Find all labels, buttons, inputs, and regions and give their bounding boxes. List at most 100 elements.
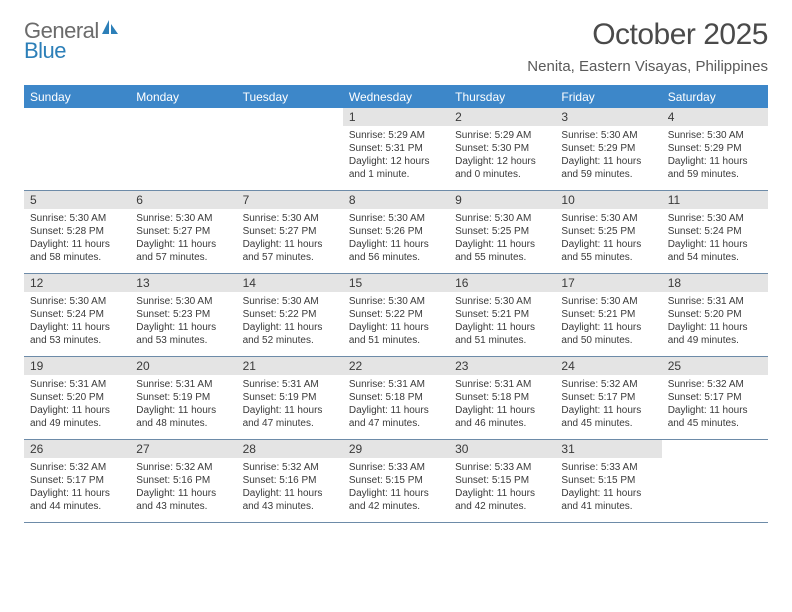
- day-details: Sunrise: 5:30 AMSunset: 5:29 PMDaylight:…: [555, 126, 661, 185]
- calendar-day-cell: 21Sunrise: 5:31 AMSunset: 5:19 PMDayligh…: [237, 357, 343, 439]
- sunrise-text: Sunrise: 5:32 AM: [243, 461, 337, 474]
- calendar-week-row: 5Sunrise: 5:30 AMSunset: 5:28 PMDaylight…: [24, 191, 768, 274]
- day-number: 31: [555, 440, 661, 458]
- sunset-text: Sunset: 5:17 PM: [30, 474, 124, 487]
- day-number: 16: [449, 274, 555, 292]
- sunrise-text: Sunrise: 5:30 AM: [136, 212, 230, 225]
- calendar-day-cell: 18Sunrise: 5:31 AMSunset: 5:20 PMDayligh…: [662, 274, 768, 356]
- day-details: [24, 126, 130, 133]
- calendar-day-cell: 2Sunrise: 5:29 AMSunset: 5:30 PMDaylight…: [449, 108, 555, 190]
- sunrise-text: Sunrise: 5:31 AM: [349, 378, 443, 391]
- daylight-text: Daylight: 11 hours and 48 minutes.: [136, 404, 230, 430]
- sunset-text: Sunset: 5:26 PM: [349, 225, 443, 238]
- sunset-text: Sunset: 5:19 PM: [136, 391, 230, 404]
- calendar-header-row: SundayMondayTuesdayWednesdayThursdayFrid…: [24, 85, 768, 108]
- day-details: Sunrise: 5:31 AMSunset: 5:19 PMDaylight:…: [237, 375, 343, 434]
- day-number: [237, 108, 343, 126]
- calendar-day-cell: 19Sunrise: 5:31 AMSunset: 5:20 PMDayligh…: [24, 357, 130, 439]
- sunset-text: Sunset: 5:23 PM: [136, 308, 230, 321]
- day-number: 27: [130, 440, 236, 458]
- sunrise-text: Sunrise: 5:30 AM: [136, 295, 230, 308]
- daylight-text: Daylight: 11 hours and 52 minutes.: [243, 321, 337, 347]
- calendar-day-cell: 15Sunrise: 5:30 AMSunset: 5:22 PMDayligh…: [343, 274, 449, 356]
- day-number: 30: [449, 440, 555, 458]
- day-number: 18: [662, 274, 768, 292]
- day-details: Sunrise: 5:31 AMSunset: 5:20 PMDaylight:…: [662, 292, 768, 351]
- calendar-day-cell: 26Sunrise: 5:32 AMSunset: 5:17 PMDayligh…: [24, 440, 130, 522]
- sunrise-text: Sunrise: 5:30 AM: [668, 212, 762, 225]
- day-details: Sunrise: 5:30 AMSunset: 5:25 PMDaylight:…: [555, 209, 661, 268]
- sunrise-text: Sunrise: 5:31 AM: [668, 295, 762, 308]
- sunset-text: Sunset: 5:29 PM: [561, 142, 655, 155]
- sunset-text: Sunset: 5:18 PM: [455, 391, 549, 404]
- calendar-day-cell: [662, 440, 768, 522]
- day-number: 2: [449, 108, 555, 126]
- sunrise-text: Sunrise: 5:30 AM: [561, 295, 655, 308]
- daylight-text: Daylight: 11 hours and 55 minutes.: [561, 238, 655, 264]
- day-details: Sunrise: 5:29 AMSunset: 5:31 PMDaylight:…: [343, 126, 449, 185]
- day-details: Sunrise: 5:30 AMSunset: 5:27 PMDaylight:…: [237, 209, 343, 268]
- calendar-day-cell: 11Sunrise: 5:30 AMSunset: 5:24 PMDayligh…: [662, 191, 768, 273]
- sunrise-text: Sunrise: 5:30 AM: [349, 212, 443, 225]
- calendar-week-row: 1Sunrise: 5:29 AMSunset: 5:31 PMDaylight…: [24, 108, 768, 191]
- day-details: Sunrise: 5:32 AMSunset: 5:17 PMDaylight:…: [662, 375, 768, 434]
- daylight-text: Daylight: 11 hours and 57 minutes.: [136, 238, 230, 264]
- day-number: 9: [449, 191, 555, 209]
- sunset-text: Sunset: 5:19 PM: [243, 391, 337, 404]
- day-details: Sunrise: 5:30 AMSunset: 5:28 PMDaylight:…: [24, 209, 130, 268]
- sunrise-text: Sunrise: 5:31 AM: [30, 378, 124, 391]
- daylight-text: Daylight: 11 hours and 42 minutes.: [349, 487, 443, 513]
- day-details: Sunrise: 5:30 AMSunset: 5:21 PMDaylight:…: [449, 292, 555, 351]
- day-details: Sunrise: 5:30 AMSunset: 5:26 PMDaylight:…: [343, 209, 449, 268]
- day-number: 1: [343, 108, 449, 126]
- calendar-header-cell: Thursday: [449, 85, 555, 108]
- day-details: Sunrise: 5:31 AMSunset: 5:18 PMDaylight:…: [449, 375, 555, 434]
- calendar-day-cell: 28Sunrise: 5:32 AMSunset: 5:16 PMDayligh…: [237, 440, 343, 522]
- sunset-text: Sunset: 5:21 PM: [561, 308, 655, 321]
- calendar-day-cell: 31Sunrise: 5:33 AMSunset: 5:15 PMDayligh…: [555, 440, 661, 522]
- day-number: 6: [130, 191, 236, 209]
- sunset-text: Sunset: 5:15 PM: [455, 474, 549, 487]
- sunset-text: Sunset: 5:17 PM: [668, 391, 762, 404]
- day-details: Sunrise: 5:30 AMSunset: 5:24 PMDaylight:…: [662, 209, 768, 268]
- day-number: 12: [24, 274, 130, 292]
- calendar-day-cell: 29Sunrise: 5:33 AMSunset: 5:15 PMDayligh…: [343, 440, 449, 522]
- sunrise-text: Sunrise: 5:30 AM: [668, 129, 762, 142]
- day-details: Sunrise: 5:32 AMSunset: 5:17 PMDaylight:…: [24, 458, 130, 517]
- calendar-header-cell: Tuesday: [237, 85, 343, 108]
- brand-text: General Blue: [24, 18, 120, 64]
- calendar-header-cell: Friday: [555, 85, 661, 108]
- daylight-text: Daylight: 11 hours and 47 minutes.: [349, 404, 443, 430]
- day-number: 7: [237, 191, 343, 209]
- daylight-text: Daylight: 11 hours and 50 minutes.: [561, 321, 655, 347]
- daylight-text: Daylight: 11 hours and 46 minutes.: [455, 404, 549, 430]
- daylight-text: Daylight: 11 hours and 49 minutes.: [668, 321, 762, 347]
- calendar-day-cell: 24Sunrise: 5:32 AMSunset: 5:17 PMDayligh…: [555, 357, 661, 439]
- calendar-day-cell: 30Sunrise: 5:33 AMSunset: 5:15 PMDayligh…: [449, 440, 555, 522]
- sunrise-text: Sunrise: 5:32 AM: [668, 378, 762, 391]
- sunrise-text: Sunrise: 5:30 AM: [30, 295, 124, 308]
- calendar-day-cell: 16Sunrise: 5:30 AMSunset: 5:21 PMDayligh…: [449, 274, 555, 356]
- calendar-header-cell: Wednesday: [343, 85, 449, 108]
- day-details: Sunrise: 5:33 AMSunset: 5:15 PMDaylight:…: [555, 458, 661, 517]
- sunrise-text: Sunrise: 5:32 AM: [561, 378, 655, 391]
- daylight-text: Daylight: 11 hours and 58 minutes.: [30, 238, 124, 264]
- day-number: 17: [555, 274, 661, 292]
- day-number: 11: [662, 191, 768, 209]
- sunset-text: Sunset: 5:15 PM: [349, 474, 443, 487]
- sunrise-text: Sunrise: 5:30 AM: [561, 129, 655, 142]
- sunrise-text: Sunrise: 5:30 AM: [561, 212, 655, 225]
- day-details: Sunrise: 5:33 AMSunset: 5:15 PMDaylight:…: [449, 458, 555, 517]
- calendar-header-cell: Monday: [130, 85, 236, 108]
- calendar-day-cell: 7Sunrise: 5:30 AMSunset: 5:27 PMDaylight…: [237, 191, 343, 273]
- calendar-week-row: 12Sunrise: 5:30 AMSunset: 5:24 PMDayligh…: [24, 274, 768, 357]
- header: General Blue October 2025 Nenita, Easter…: [24, 18, 768, 75]
- calendar-day-cell: [237, 108, 343, 190]
- calendar-day-cell: 25Sunrise: 5:32 AMSunset: 5:17 PMDayligh…: [662, 357, 768, 439]
- daylight-text: Daylight: 11 hours and 57 minutes.: [243, 238, 337, 264]
- sunset-text: Sunset: 5:22 PM: [243, 308, 337, 321]
- day-details: Sunrise: 5:30 AMSunset: 5:24 PMDaylight:…: [24, 292, 130, 351]
- calendar-day-cell: 23Sunrise: 5:31 AMSunset: 5:18 PMDayligh…: [449, 357, 555, 439]
- sunset-text: Sunset: 5:20 PM: [30, 391, 124, 404]
- day-details: Sunrise: 5:31 AMSunset: 5:20 PMDaylight:…: [24, 375, 130, 434]
